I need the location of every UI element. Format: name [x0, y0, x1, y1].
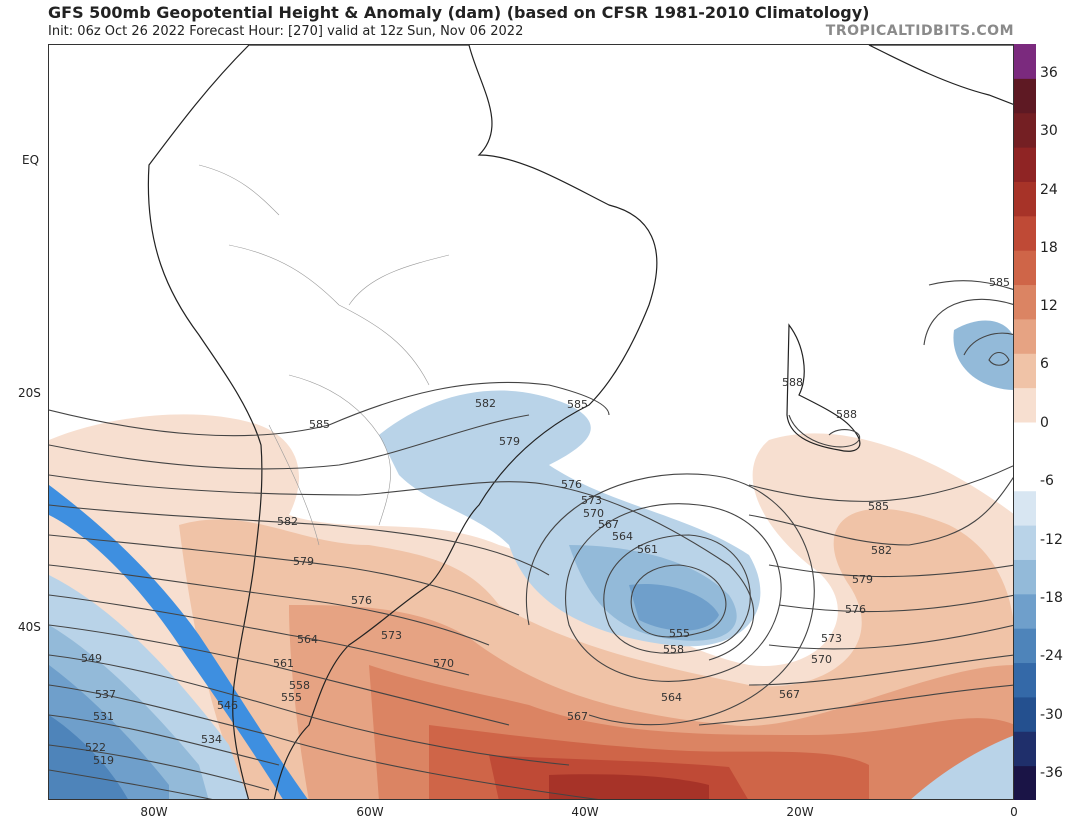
- positive-anomaly-fill: [49, 414, 1013, 799]
- colorbar-swatch: [1014, 215, 1036, 251]
- negative-anomaly-fill: [49, 320, 1013, 799]
- svg-text:579: 579: [852, 573, 873, 586]
- colorbar-swatch: [1014, 696, 1036, 732]
- colorbar-tick: 36: [1040, 65, 1058, 81]
- lon-label-20w: 20W: [786, 805, 814, 819]
- svg-text:519: 519: [93, 754, 114, 767]
- brand-watermark[interactable]: TROPICALTIDBITS.COM: [825, 23, 1014, 39]
- svg-text:567: 567: [779, 688, 800, 701]
- map-title: GFS 500mb Geopotential Height & Anomaly …: [48, 3, 870, 22]
- map-svg: 585 582 579 576 573 570 567 564 561 558 …: [49, 45, 1013, 799]
- map-panel: 585 582 579 576 573 570 567 564 561 558 …: [48, 44, 1014, 800]
- svg-text:570: 570: [583, 507, 604, 520]
- colorbar-swatch: [1014, 284, 1036, 320]
- svg-text:549: 549: [81, 652, 102, 665]
- colorbar-swatch: [1014, 765, 1036, 800]
- lat-label-eq: EQ: [22, 153, 40, 167]
- colorbar-swatch: [1014, 662, 1036, 698]
- coastlines: [147, 45, 1013, 799]
- colorbar-swatch: [1014, 456, 1036, 492]
- svg-text:558: 558: [663, 643, 684, 656]
- svg-text:567: 567: [598, 518, 619, 531]
- colorbar-tick: 6: [1040, 356, 1049, 372]
- colorbar-swatch: [1014, 112, 1036, 148]
- colorbar-swatch: [1014, 181, 1036, 217]
- colorbar-swatch: [1014, 525, 1036, 560]
- colorbar-tick: 0: [1040, 415, 1049, 431]
- lon-label-0: 0: [1010, 805, 1018, 819]
- colorbar-tick: -12: [1040, 532, 1063, 548]
- colorbar-tick: -36: [1040, 765, 1063, 781]
- colorbar-swatch: [1014, 628, 1036, 664]
- svg-text:579: 579: [499, 435, 520, 448]
- svg-text:576: 576: [561, 478, 582, 491]
- colorbar-tick: 24: [1040, 182, 1058, 198]
- contour-labels: 585 582 579 576 573 570 567 564 561 558 …: [81, 276, 1010, 767]
- colorbar-swatch: [1014, 731, 1036, 767]
- svg-text:555: 555: [281, 691, 302, 704]
- colorbar: [1014, 44, 1036, 800]
- colorbar-tick: -24: [1040, 648, 1063, 664]
- colorbar-swatch: [1014, 593, 1036, 629]
- colorbar-swatch: [1014, 318, 1036, 354]
- svg-text:573: 573: [381, 629, 402, 642]
- svg-text:576: 576: [351, 594, 372, 607]
- svg-text:534: 534: [201, 733, 222, 746]
- svg-text:564: 564: [297, 633, 318, 646]
- colorbar-swatch: [1014, 250, 1036, 286]
- colorbar-tick: -18: [1040, 590, 1063, 606]
- svg-text:585: 585: [309, 418, 330, 431]
- height-contours: [49, 280, 1013, 799]
- svg-text:570: 570: [433, 657, 454, 670]
- colorbar-tick: 18: [1040, 240, 1058, 256]
- colorbar-tick: -30: [1040, 707, 1063, 723]
- svg-text:561: 561: [637, 543, 658, 556]
- lon-label-80w: 80W: [140, 805, 168, 819]
- colorbar-swatch: [1014, 44, 1036, 79]
- svg-text:588: 588: [836, 408, 857, 421]
- colorbar-swatch: [1014, 353, 1036, 389]
- lon-label-60w: 60W: [356, 805, 384, 819]
- svg-text:588: 588: [782, 376, 803, 389]
- svg-text:546: 546: [217, 699, 238, 712]
- svg-text:522: 522: [85, 741, 106, 754]
- colorbar-swatch: [1014, 78, 1036, 114]
- colorbar-swatch: [1014, 147, 1036, 182]
- svg-text:585: 585: [868, 500, 889, 513]
- svg-text:531: 531: [93, 710, 114, 723]
- svg-text:579: 579: [293, 555, 314, 568]
- colorbar-svg: [1014, 44, 1036, 800]
- colorbar-swatch: [1014, 422, 1036, 457]
- map-subtitle: Init: 06z Oct 26 2022 Forecast Hour: [27…: [48, 24, 524, 39]
- lat-label-40s: 40S: [18, 620, 41, 634]
- svg-text:558: 558: [289, 679, 310, 692]
- svg-text:561: 561: [273, 657, 294, 670]
- colorbar-swatch: [1014, 559, 1036, 595]
- colorbar-tick: 12: [1040, 298, 1058, 314]
- colorbar-tick: -6: [1040, 473, 1054, 489]
- svg-text:570: 570: [811, 653, 832, 666]
- colorbar-swatch: [1014, 387, 1036, 423]
- colorbar-swatch: [1014, 490, 1036, 526]
- svg-text:567: 567: [567, 710, 588, 723]
- svg-text:585: 585: [989, 276, 1010, 289]
- svg-text:564: 564: [612, 530, 633, 543]
- svg-text:573: 573: [581, 494, 602, 507]
- svg-text:582: 582: [871, 544, 892, 557]
- svg-text:576: 576: [845, 603, 866, 616]
- svg-text:537: 537: [95, 688, 116, 701]
- lon-label-40w: 40W: [571, 805, 599, 819]
- country-borders: [198, 164, 450, 546]
- svg-text:582: 582: [475, 397, 496, 410]
- lat-label-20s: 20S: [18, 386, 41, 400]
- colorbar-tick: 30: [1040, 123, 1058, 139]
- svg-text:573: 573: [821, 632, 842, 645]
- svg-text:585: 585: [567, 398, 588, 411]
- svg-text:555: 555: [669, 627, 690, 640]
- svg-text:564: 564: [661, 691, 682, 704]
- svg-text:582: 582: [277, 515, 298, 528]
